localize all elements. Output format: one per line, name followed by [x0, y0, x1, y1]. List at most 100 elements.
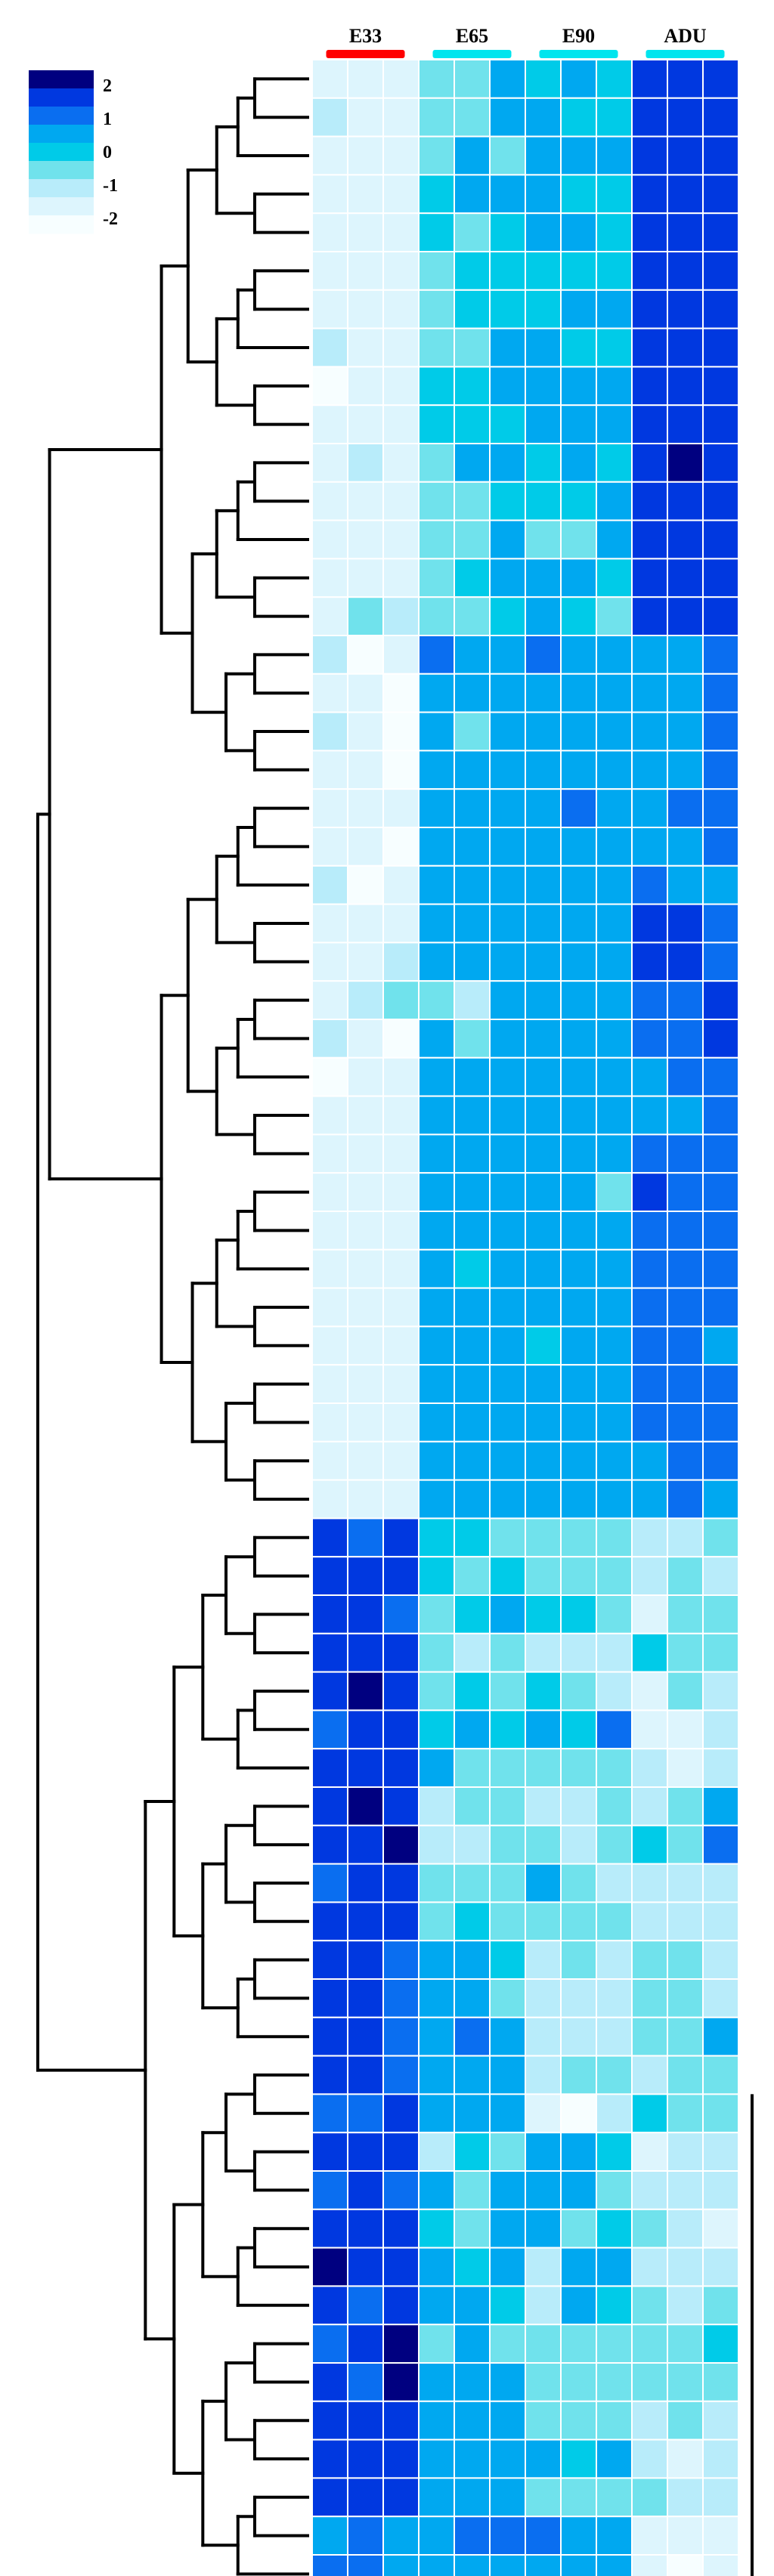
heatmap-cell [382, 2554, 420, 2576]
heatmap-cell [702, 2400, 739, 2441]
heatmap-cell [382, 1211, 420, 1251]
heatmap-cell [347, 827, 384, 867]
heatmap-cell [418, 251, 455, 291]
heatmap-cell [454, 558, 491, 598]
heatmap-cell [560, 864, 597, 905]
heatmap-cell [489, 2247, 526, 2287]
heatmap-cell [525, 1709, 562, 1750]
heatmap-cell [347, 2170, 384, 2210]
heatmap-cell [489, 519, 526, 560]
heatmap-cell [454, 1824, 491, 1865]
heatmap-cell [560, 827, 597, 867]
heatmap-cell [454, 1901, 491, 1942]
heatmap-cell [667, 251, 704, 291]
heatmap-cell [489, 1056, 526, 1097]
heatmap-cell [596, 788, 633, 828]
heatmap-cell [489, 2362, 526, 2402]
heatmap-cell [382, 827, 420, 867]
heatmap-cell [347, 174, 384, 215]
heatmap-cell [454, 404, 491, 445]
heatmap-cell [489, 1211, 526, 1251]
heatmap-cell [418, 1824, 455, 1865]
heatmap-cell [311, 212, 348, 253]
heatmap-cell [596, 2438, 633, 2479]
heatmap-cell [418, 1632, 455, 1673]
heatmap-cell [311, 1940, 348, 1980]
heatmap-cell [311, 2554, 348, 2576]
heatmap-cell [382, 1748, 420, 1788]
heatmap-cell [560, 97, 597, 138]
heatmap-cell [311, 2324, 348, 2364]
heatmap-cell [702, 1940, 739, 1980]
heatmap-cell [418, 1940, 455, 1980]
heatmap-cell [382, 2016, 420, 2057]
group-label: E90 [562, 25, 595, 47]
heatmap-cell [347, 519, 384, 560]
heatmap-cell [454, 750, 491, 790]
heatmap-cell [454, 1248, 491, 1289]
heatmap-cell [347, 711, 384, 752]
heatmap-cell [667, 366, 704, 407]
heatmap-cell [382, 1440, 420, 1481]
heatmap-cell [311, 1325, 348, 1366]
heatmap-cell [347, 2247, 384, 2287]
heatmap-cell [382, 942, 420, 982]
heatmap-cell [631, 1056, 668, 1097]
heatmap-cell [631, 481, 668, 521]
heatmap-cell [525, 1440, 562, 1481]
heatmap-cell [702, 1019, 739, 1059]
heatmap-cell [596, 903, 633, 944]
heatmap-cell [418, 1133, 455, 1174]
heatmap-cell [596, 2362, 633, 2402]
heatmap-cell [702, 1901, 739, 1942]
heatmap-cell [667, 2208, 704, 2249]
heatmap-cell [347, 1133, 384, 1174]
heatmap-cell [382, 251, 420, 291]
heatmap-cell [560, 1479, 597, 1520]
heatmap-cell [525, 1940, 562, 1980]
heatmap-cell [525, 558, 562, 598]
heatmap-cell [347, 443, 384, 483]
heatmap-cell [596, 980, 633, 1020]
heatmap-cell [382, 1402, 420, 1443]
heatmap-cell [311, 1978, 348, 2018]
heatmap-cell [489, 1248, 526, 1289]
heatmap-cell [560, 251, 597, 291]
heatmap-cell [454, 1517, 491, 1558]
heatmap-cell [525, 903, 562, 944]
heatmap-cell [560, 1594, 597, 1634]
heatmap-cell [382, 1709, 420, 1750]
legend-swatch [29, 197, 94, 216]
heatmap-cell [454, 788, 491, 828]
heatmap-cell [489, 2208, 526, 2249]
heatmap-cell [418, 59, 455, 99]
heatmap-cell [667, 788, 704, 828]
heatmap-cell [631, 2247, 668, 2287]
heatmap-cell [454, 2362, 491, 2402]
heatmap-cell [418, 2208, 455, 2249]
heatmap-cell [418, 673, 455, 713]
heatmap-cell [525, 1786, 562, 1826]
heatmap-cell [631, 1632, 668, 1673]
heatmap-cell [631, 2438, 668, 2479]
heatmap-cell [525, 2324, 562, 2364]
heatmap-cell [631, 558, 668, 598]
heatmap-cell [311, 2208, 348, 2249]
heatmap-cell [631, 327, 668, 368]
heatmap-cell [596, 443, 633, 483]
heatmap-cell [667, 596, 704, 637]
heatmap-cell [382, 2132, 420, 2172]
heatmap-cell [596, 519, 633, 560]
heatmap-cell [702, 1172, 739, 1212]
heatmap-cell [667, 2554, 704, 2576]
heatmap-cell [667, 1211, 704, 1251]
heatmap-cell [596, 2285, 633, 2326]
heatmap-cell [560, 596, 597, 637]
heatmap-cell [667, 1556, 704, 1596]
heatmap-cell [454, 2516, 491, 2556]
heatmap-cell [631, 827, 668, 867]
heatmap-cell [489, 750, 526, 790]
heatmap-cell [489, 1901, 526, 1942]
heatmap-cell [418, 2554, 455, 2576]
heatmap-cell [454, 2208, 491, 2249]
